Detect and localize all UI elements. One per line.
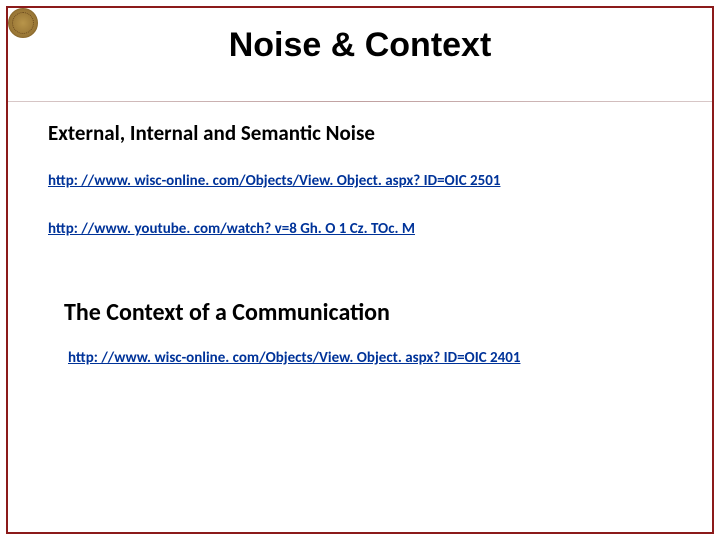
seal-logo-icon (8, 8, 38, 38)
slide-content: External, Internal and Semantic Noise ht… (48, 120, 672, 397)
section-heading-noise: External, Internal and Semantic Noise (48, 120, 672, 146)
section-heading-context: The Context of a Communication (64, 298, 672, 327)
link-wisc-oic2501[interactable]: http: //www. wisc-online. com/Objects/Vi… (48, 172, 672, 190)
slide-frame: Noise & Context External, Internal and S… (6, 6, 714, 534)
link-youtube[interactable]: http: //www. youtube. com/watch? v=8 Gh.… (48, 220, 672, 238)
slide-title: Noise & Context (8, 26, 712, 65)
divider (8, 101, 712, 102)
link-wisc-oic2401[interactable]: http: //www. wisc-online. com/Objects/Vi… (68, 349, 672, 367)
